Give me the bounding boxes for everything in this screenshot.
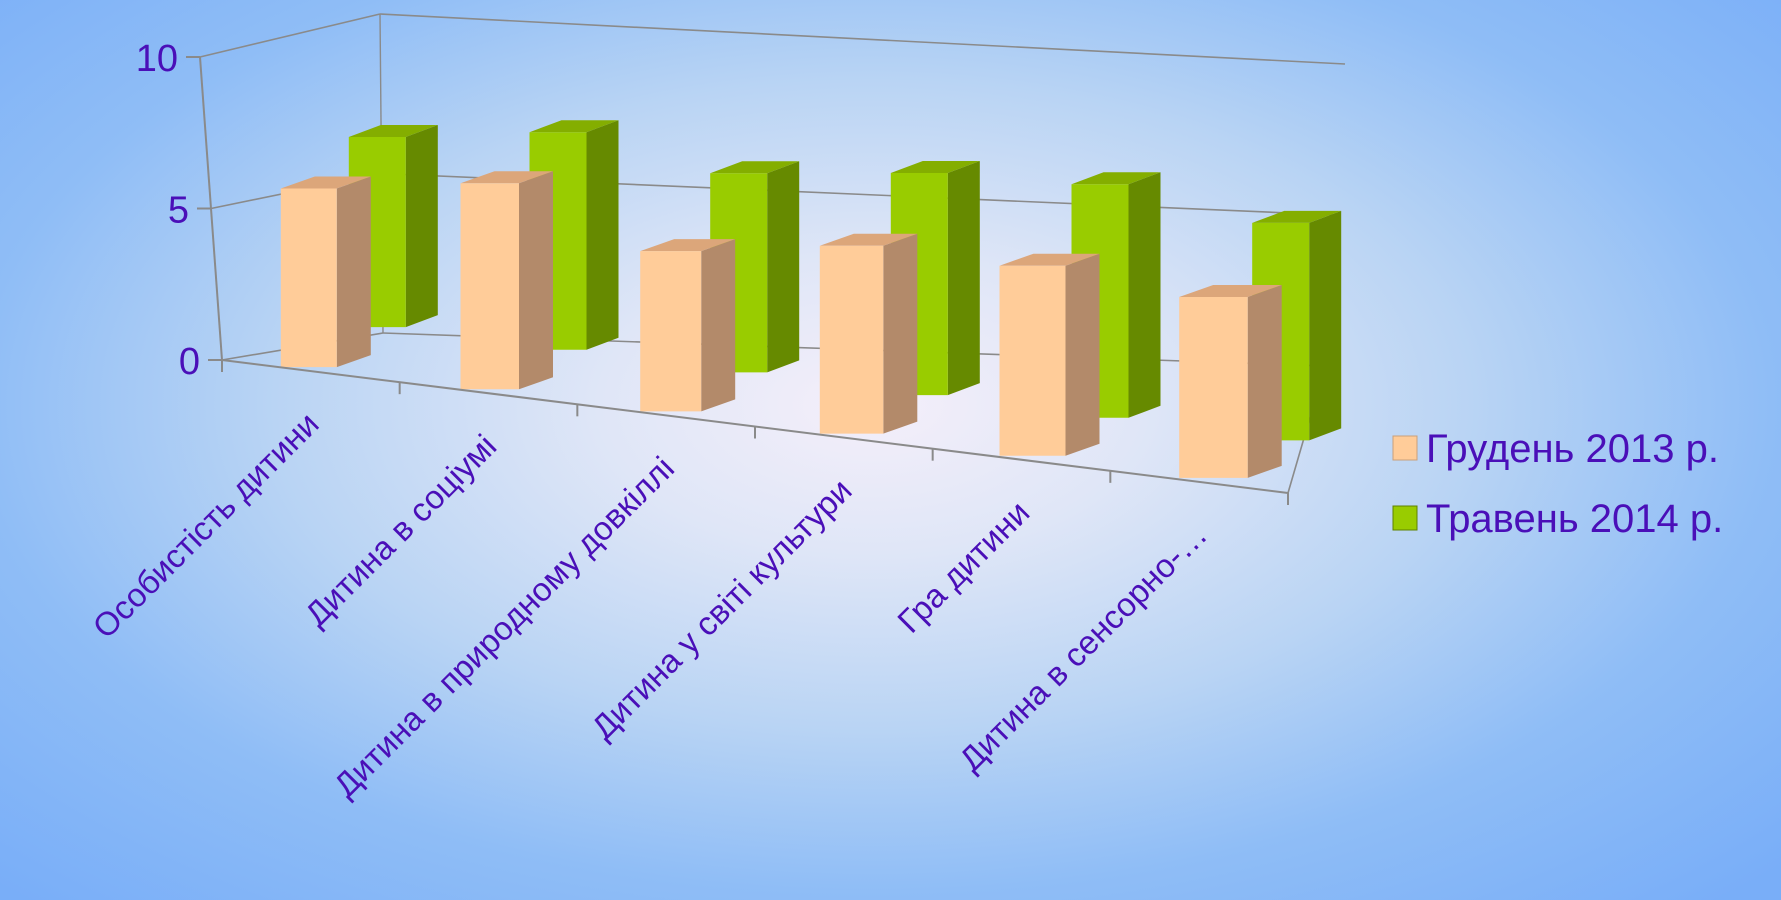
bar-series1-5: [1179, 285, 1282, 478]
x-tick-label: Гра дитини: [890, 494, 1036, 640]
chart-legend: Грудень 2013 р. Травень 2014 р.: [1392, 427, 1723, 541]
side-gridline: [199, 13, 381, 58]
bar-series1-1: [460, 171, 553, 390]
y-tick-label: 5: [168, 190, 189, 232]
bar-series1-3: [819, 233, 918, 434]
legend-swatch: [1392, 435, 1418, 461]
legend-label: Травень 2014 р.: [1426, 497, 1723, 541]
legend-swatch: [1392, 505, 1418, 531]
x-tick-label: Дитина в соціумі: [297, 427, 503, 633]
legend-label: Грудень 2013 р.: [1426, 427, 1719, 471]
y-tick-label: 0: [179, 341, 200, 383]
bar-series1-0: [280, 176, 371, 368]
chart-bars: [280, 120, 1342, 478]
bar-series1-2: [640, 239, 736, 412]
x-tick-label: Особистість дитини: [85, 405, 325, 645]
gridline: [379, 13, 1346, 65]
y-tick-label: 10: [136, 38, 178, 80]
bar-series1-4: [999, 253, 1100, 456]
x-tick-label: Дитина в природному довкіллі: [326, 449, 681, 804]
